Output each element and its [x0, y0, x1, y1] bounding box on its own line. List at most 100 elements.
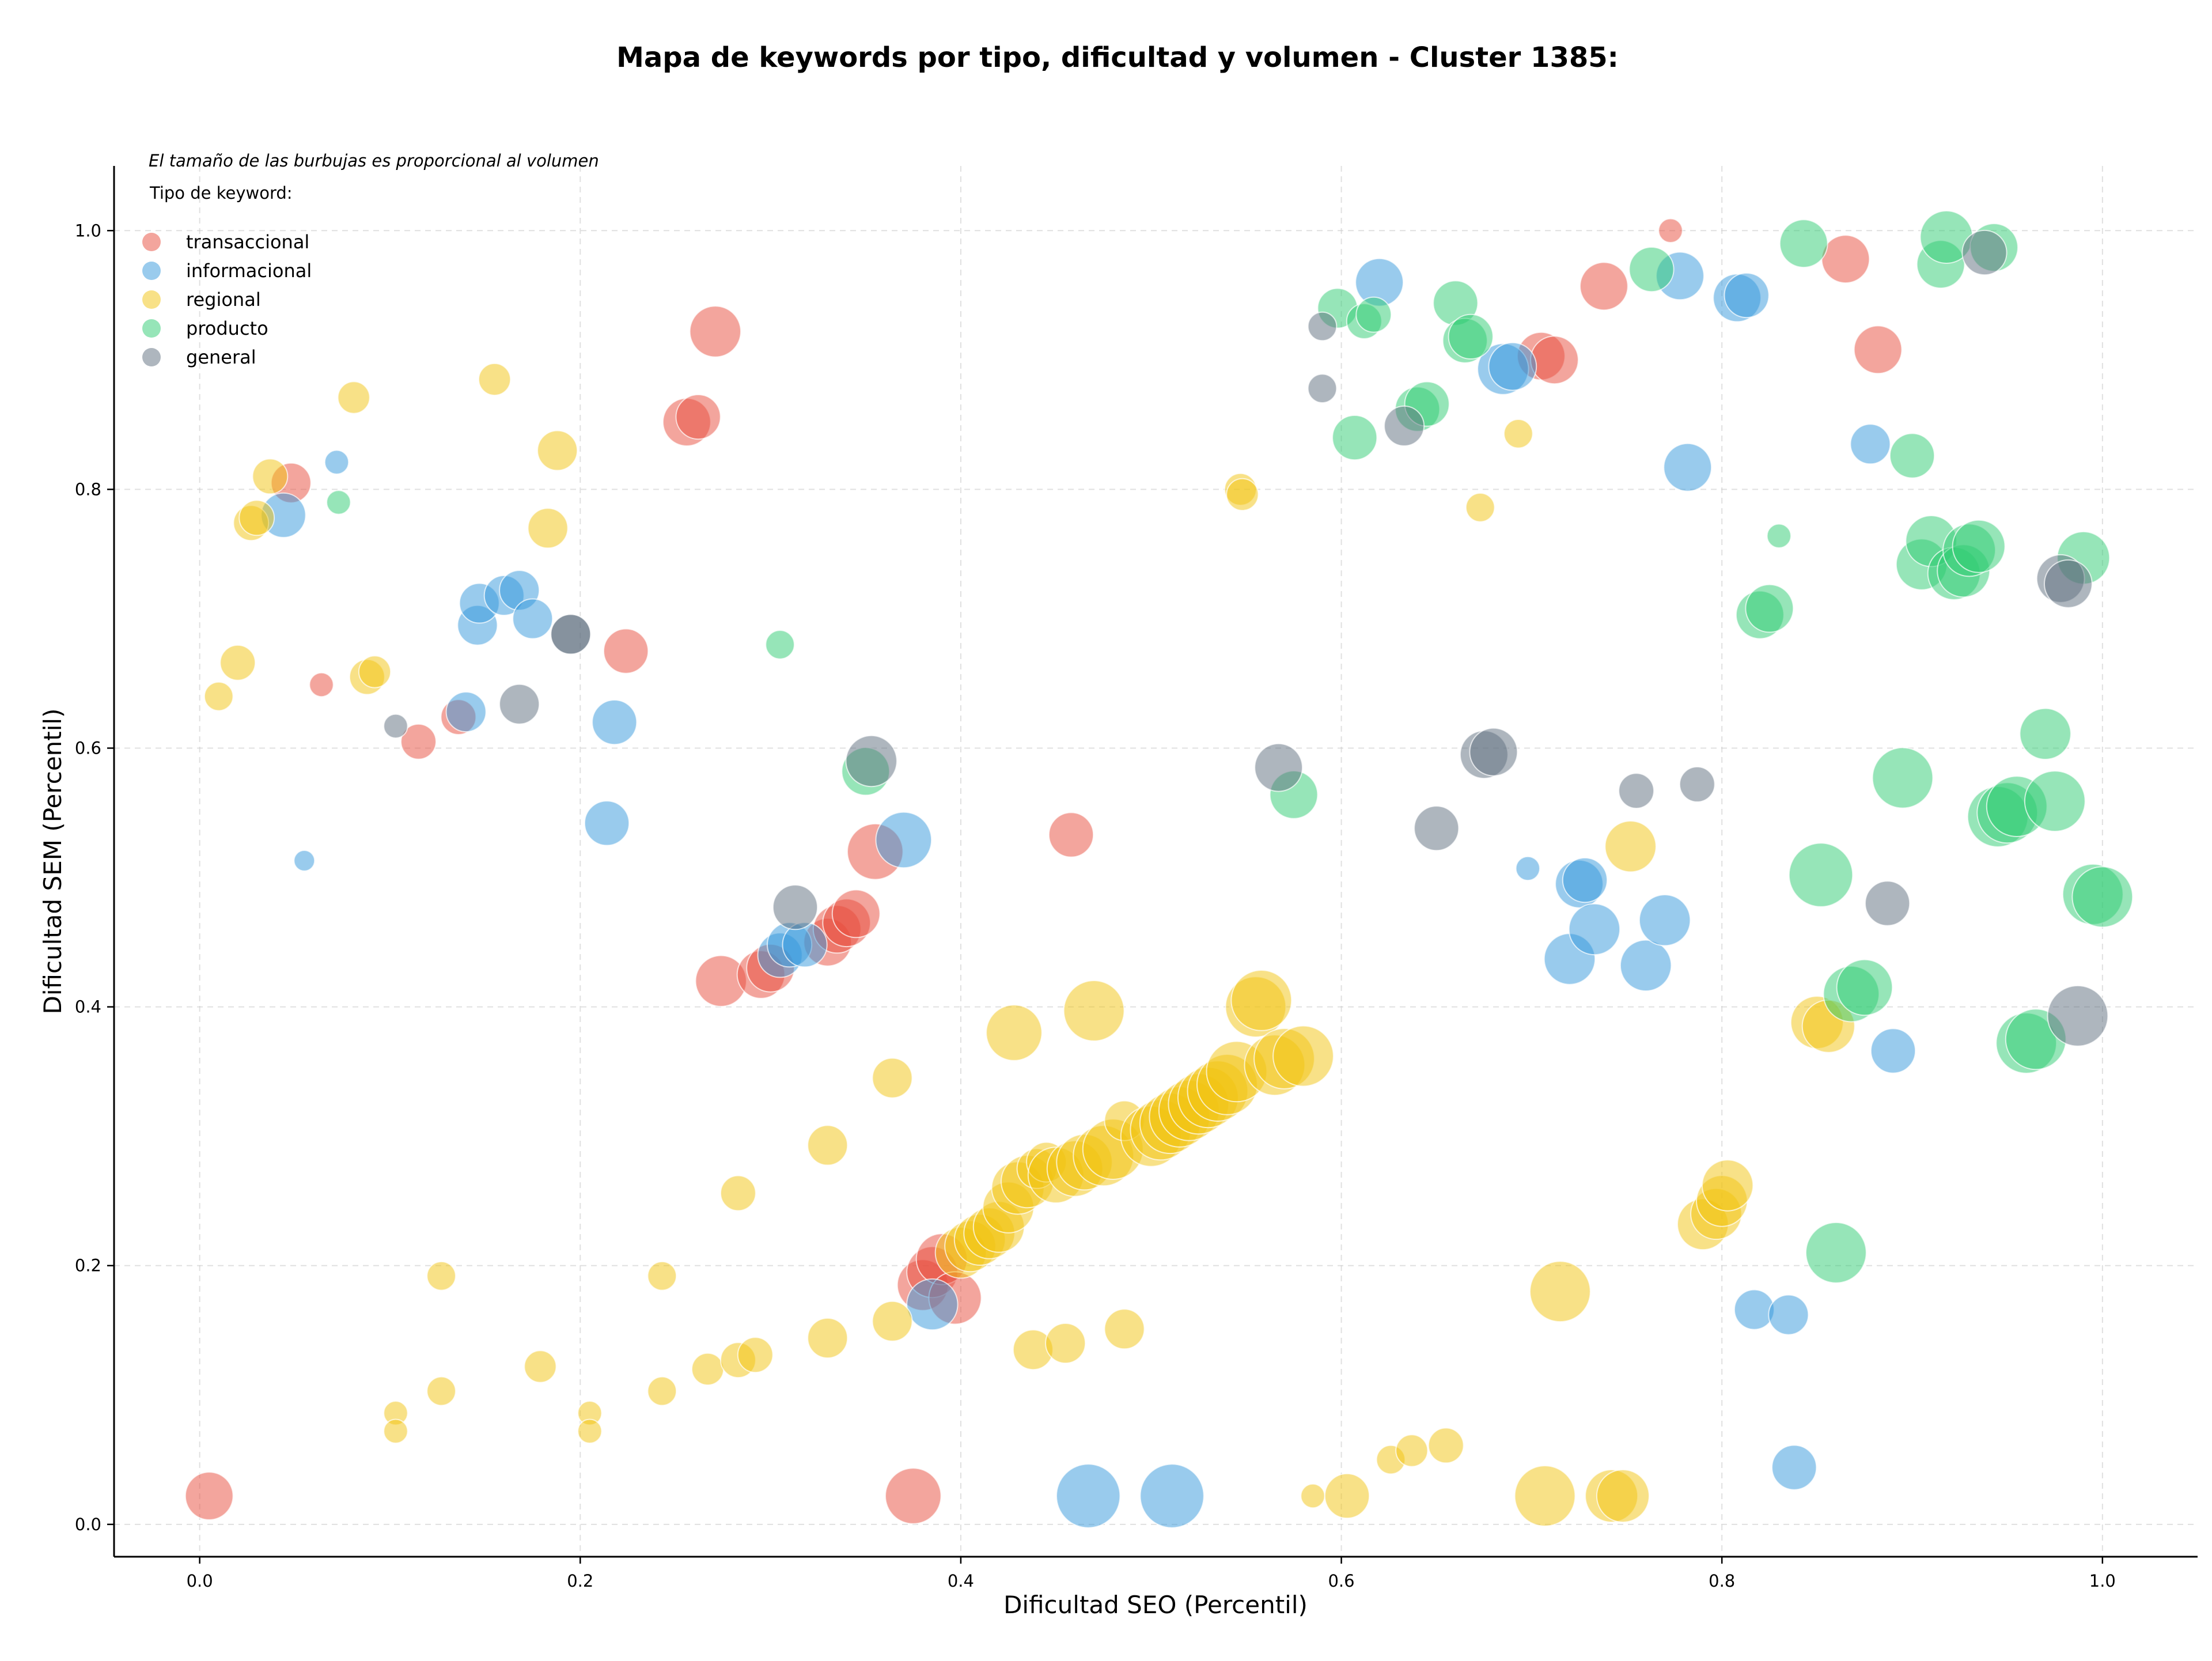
bubble-informacional [875, 811, 933, 869]
bubble-regional [426, 1376, 456, 1406]
bubble-producto [1805, 1221, 1867, 1284]
bubble-general [1384, 405, 1425, 447]
legend-entries: transaccional informacional regional produc… [142, 231, 312, 368]
x-tick-label: 0.8 [1709, 1571, 1735, 1591]
y-tick-label: 0.4 [75, 997, 101, 1017]
bubble-general [1865, 880, 1911, 926]
x-tick-label: 0.6 [1328, 1571, 1354, 1591]
bubble-transaccional [831, 889, 881, 939]
bubble-transaccional [1048, 812, 1094, 858]
y-tick-label: 1.0 [75, 221, 101, 240]
bubble-producto [1889, 433, 1936, 479]
bubble-regional [1300, 1483, 1325, 1509]
bubble-regional [383, 1418, 408, 1444]
bubble-informacional [293, 850, 316, 872]
bubble-informacional [1562, 857, 1608, 903]
bubble-general [1469, 727, 1518, 777]
bubble-transaccional [400, 723, 437, 760]
bubble-producto [2019, 707, 2071, 760]
bubble-regional [1395, 1434, 1429, 1467]
axes [113, 166, 2198, 1558]
bubble-regional [577, 1418, 603, 1444]
bubble-general [1307, 311, 1338, 342]
bubble-regional [872, 1057, 913, 1099]
bubble-regional [1503, 419, 1533, 449]
y-tick-label: 0.8 [75, 479, 101, 499]
bubble-regional [527, 508, 569, 549]
bubble-informacional [1568, 903, 1621, 956]
bubble-regional [647, 1261, 677, 1291]
bubble-general [2044, 559, 2093, 608]
bubble-producto [1952, 519, 2006, 573]
bubble-transaccional [675, 394, 721, 440]
bubble-producto [1745, 584, 1794, 633]
bubble-informacional [1850, 423, 1891, 465]
bubble-informacional [1488, 342, 1537, 391]
bubble-transaccional [1853, 325, 1903, 374]
legend-label-general: general [186, 346, 256, 368]
legend-marker-transaccional [142, 233, 161, 251]
bubble-regional [986, 1004, 1043, 1061]
bubble-informacional [1515, 856, 1541, 881]
bubble-general [550, 614, 592, 655]
bubble-transaccional [603, 628, 649, 674]
bubble-regional [1604, 820, 1657, 873]
bubble-general [772, 884, 819, 930]
bubble-informacional [1619, 939, 1672, 992]
bubble-regional [1465, 493, 1495, 523]
x-axis-label: Dificultad SEO (Percentil) [1003, 1591, 1308, 1619]
bubble-regional [238, 500, 275, 536]
bubble-informacional [906, 1278, 959, 1331]
legend-label-informacional: informacional [186, 260, 312, 282]
bubble-general [1254, 743, 1304, 792]
bubble-general [845, 735, 897, 788]
bubble-producto [1448, 313, 1494, 360]
bubble-producto [1355, 296, 1392, 333]
bubble-general [499, 683, 540, 725]
bubble-regional [1063, 980, 1125, 1042]
bubble-transaccional [1821, 234, 1870, 284]
bubble-general [1961, 229, 2008, 276]
bubble-general [1618, 773, 1655, 809]
legend-marker-general [142, 348, 161, 366]
bubble-regional [478, 362, 512, 396]
bubble-transaccional [184, 1471, 234, 1520]
bubble-informacional [1870, 1028, 1916, 1074]
bubble-regional [219, 644, 256, 681]
bubble-producto [326, 490, 351, 515]
bubble-informacional [445, 691, 487, 733]
bubble-informacional [1771, 1444, 1817, 1490]
bubble-informacional [512, 598, 554, 640]
x-tick-label: 0.0 [187, 1571, 213, 1591]
bubble-regional [1529, 1261, 1591, 1323]
bubble-regional [1701, 1159, 1754, 1212]
chart-title: Mapa de keywords por tipo, dificultad y … [616, 41, 1619, 74]
bubble-producto [765, 630, 795, 660]
x-tick-label: 0.4 [948, 1571, 974, 1591]
bubble-producto [1779, 219, 1828, 268]
y-tick-label: 0.2 [75, 1256, 101, 1276]
grid-lines [114, 166, 2198, 1557]
bubble-informacional [1056, 1463, 1121, 1528]
bubble-regional [1272, 1025, 1334, 1087]
bubble-producto [2024, 770, 2086, 832]
bubble-producto [1628, 247, 1675, 293]
bubble-regional [1514, 1465, 1576, 1527]
bubble-informacional [1139, 1463, 1205, 1528]
legend-marker-producto [142, 319, 161, 338]
bubble-informacional [1638, 894, 1691, 947]
bubble-informacional [592, 699, 638, 746]
bubble-producto [1766, 523, 1792, 548]
x-tick-label: 0.2 [567, 1571, 593, 1591]
legend-heading: Tipo de keyword: [149, 183, 293, 203]
bubble-transaccional [1530, 335, 1579, 385]
bubble-general [1679, 766, 1715, 803]
bubble-general [1414, 805, 1460, 852]
legend-note: El tamaño de las burbujas es proporciona… [149, 151, 599, 171]
bubble-regional [1230, 970, 1293, 1031]
bubble-regional [524, 1350, 557, 1383]
legend: El tamaño de las burbujas es proporciona… [142, 151, 599, 368]
bubble-regional [1596, 1469, 1650, 1523]
